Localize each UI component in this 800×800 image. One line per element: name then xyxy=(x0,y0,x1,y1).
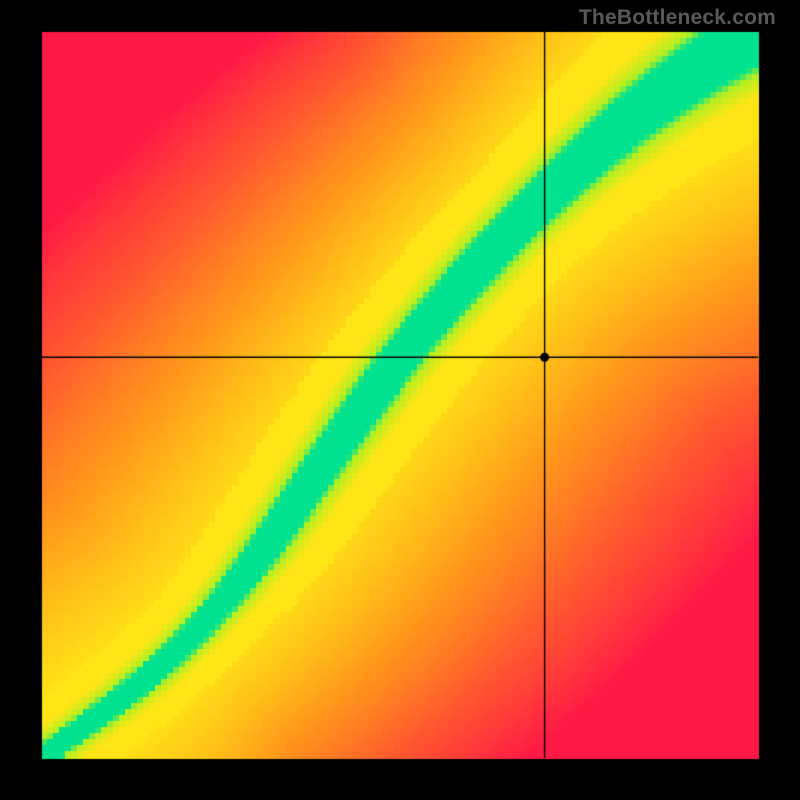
heatmap-canvas xyxy=(0,0,800,800)
chart-container: TheBottleneck.com xyxy=(0,0,800,800)
watermark-text: TheBottleneck.com xyxy=(579,6,776,30)
